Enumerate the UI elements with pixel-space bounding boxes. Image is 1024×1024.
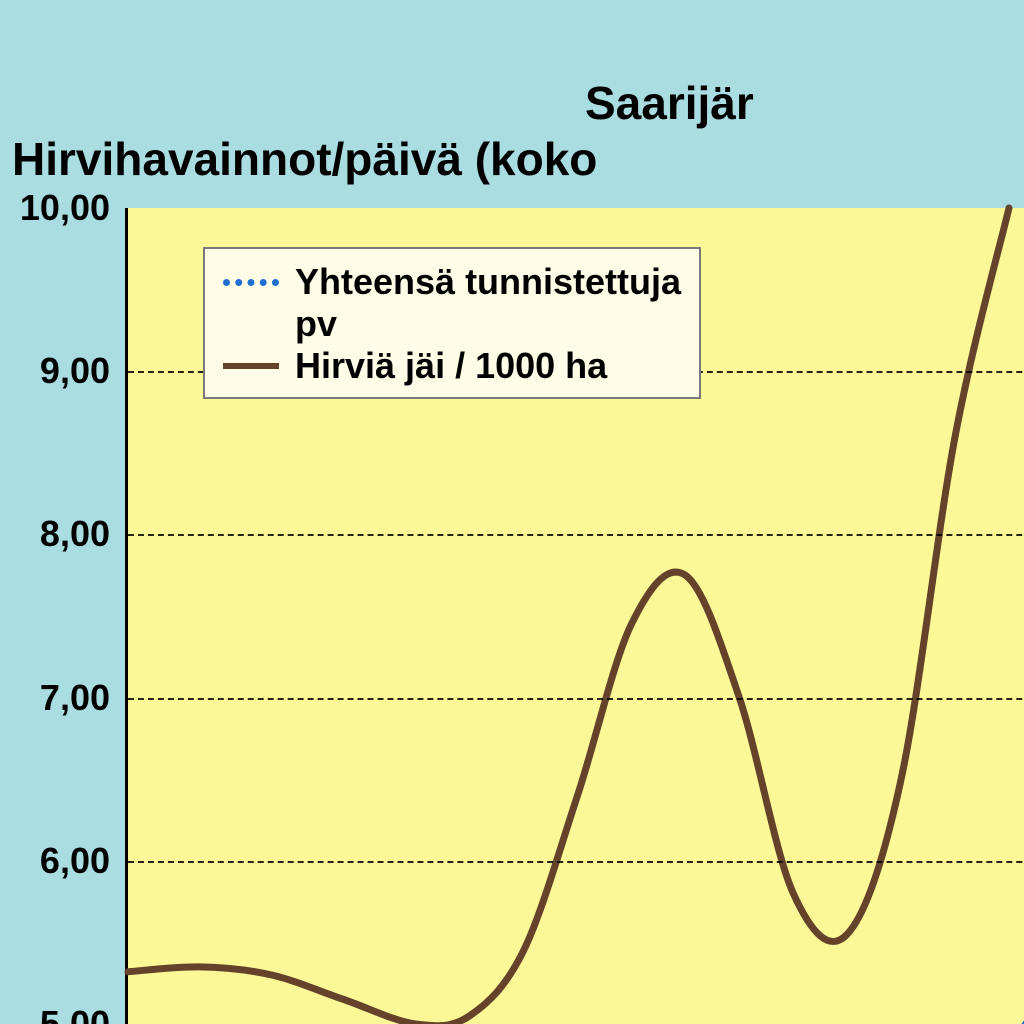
chart-page: Saarijär Hirvihavainnot/päivä (koko 10,0… <box>0 0 1024 1024</box>
y-tick-label: 8,00 <box>40 513 128 555</box>
gridline <box>128 698 1024 700</box>
legend-swatch-yhteensa <box>223 279 279 286</box>
chart-legend: Yhteensä tunnistettujapvHirviä jäi / 100… <box>203 247 701 399</box>
legend-item-sub: pv <box>223 303 681 345</box>
y-tick-label: 10,00 <box>20 187 128 229</box>
legend-item: Hirviä jäi / 1000 ha <box>223 345 681 387</box>
legend-label: Hirviä jäi / 1000 ha <box>295 345 607 387</box>
y-tick-label: 5,00 <box>40 1003 128 1024</box>
legend-item: Yhteensä tunnistettuja <box>223 261 681 303</box>
plot-area: 10,009,008,007,006,005,00 Yhteensä tunni… <box>125 208 1024 1024</box>
chart-title-line2: Hirvihavainnot/päivä (koko <box>12 134 597 185</box>
legend-label: Yhteensä tunnistettuja <box>295 261 681 303</box>
legend-swatch-hirvia <box>223 363 279 369</box>
y-tick-label: 7,00 <box>40 677 128 719</box>
gridline <box>128 861 1024 863</box>
legend-label: pv <box>295 303 337 345</box>
gridline <box>128 534 1024 536</box>
chart-title: Saarijär Hirvihavainnot/päivä (koko <box>0 78 1024 208</box>
chart-title-line1: Saarijär <box>585 78 754 129</box>
y-tick-label: 9,00 <box>40 350 128 392</box>
y-tick-label: 6,00 <box>40 840 128 882</box>
